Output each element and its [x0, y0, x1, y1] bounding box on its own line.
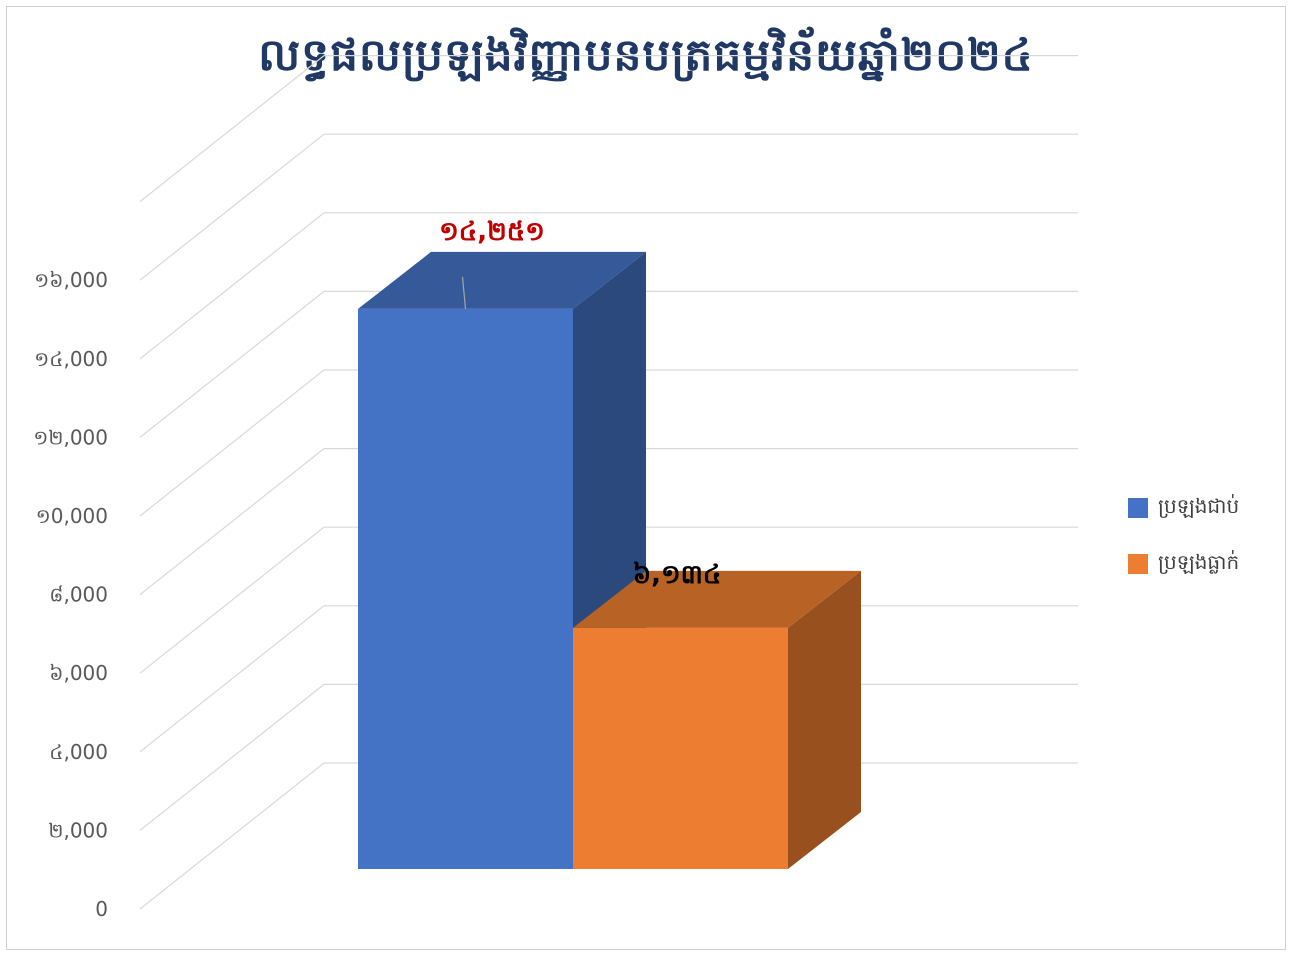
bar-top-1: [573, 570, 861, 628]
data-label-1: ៦,១៣៤: [633, 560, 722, 590]
legend-label-failed: ប្រឡងធ្លាក់: [1158, 550, 1240, 574]
data-label-0: ១៤,២៥១: [439, 217, 545, 247]
gridline-side: [139, 448, 325, 596]
y-tick-label: ១៤,000: [34, 347, 108, 371]
bar-top-0: [358, 251, 646, 309]
y-tick-label: ២,000: [48, 818, 108, 842]
gridline-side: [139, 133, 325, 281]
y-tick-label: ៨,000: [49, 583, 108, 607]
bar-side-1: [788, 570, 861, 869]
gridline-side: [139, 290, 325, 438]
gridline-side: [139, 526, 325, 674]
legend-swatch-passed: [1128, 498, 1148, 518]
bar-front-1: [573, 627, 788, 869]
legend-swatch-failed: [1128, 554, 1148, 574]
gridline-side: [139, 683, 325, 831]
legend-item-failed: ប្រឡងធ្លាក់: [1128, 536, 1239, 592]
y-tick-label: ១0,000: [36, 504, 108, 528]
y-tick-label: 0: [95, 897, 108, 921]
legend: ប្រឡងជាប់ ប្រឡងធ្លាក់: [1128, 480, 1239, 592]
gridline-side: [139, 762, 325, 910]
y-axis: 0 ២,000 ៤,000 ៦,000 ៨,000 ១0,000 ១២,000 ១៤,000 ១…: [33, 268, 108, 921]
bars: [358, 251, 861, 870]
gridline-side: [139, 369, 325, 517]
y-tick-label: ១២,000: [33, 425, 108, 449]
gridline-side: [139, 605, 325, 753]
gridline-side: [139, 212, 325, 360]
legend-item-passed: ប្រឡងជាប់: [1128, 480, 1239, 536]
y-tick-label: ៦,000: [49, 661, 108, 685]
bar-front-0: [358, 308, 573, 870]
data-label-leader: [461, 276, 467, 309]
y-tick-label: ១៦,000: [34, 268, 108, 292]
legend-label-passed: ប្រឡងជាប់: [1158, 494, 1240, 518]
y-tick-label: ៤,000: [49, 740, 108, 764]
gridline-side: [139, 55, 325, 203]
